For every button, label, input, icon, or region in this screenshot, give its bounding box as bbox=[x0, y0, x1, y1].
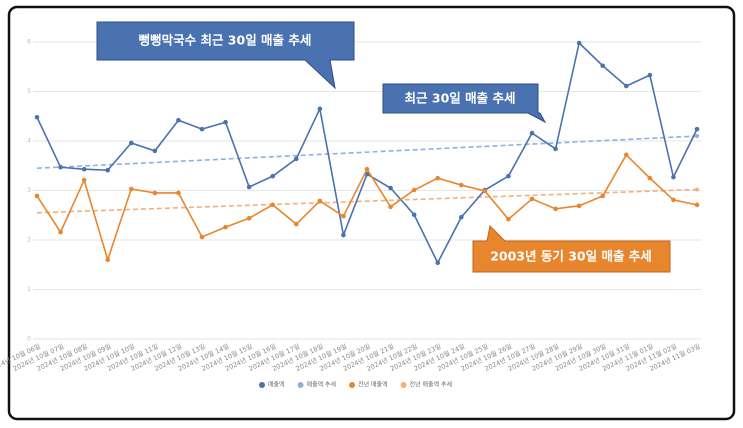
point bbox=[105, 257, 111, 263]
point bbox=[223, 224, 228, 230]
y-tick-label: 6 bbox=[27, 39, 31, 46]
point bbox=[176, 190, 181, 196]
y-tick-label: 4 bbox=[27, 138, 31, 145]
point bbox=[58, 229, 63, 235]
point bbox=[694, 202, 700, 208]
point bbox=[600, 193, 606, 199]
legend-label: 매출액 추세 bbox=[307, 381, 337, 389]
point bbox=[81, 177, 87, 183]
point bbox=[105, 167, 111, 173]
trend-line bbox=[36, 135, 698, 170]
point bbox=[223, 119, 228, 125]
point bbox=[199, 126, 205, 132]
point bbox=[152, 190, 158, 196]
point bbox=[58, 164, 63, 170]
point bbox=[647, 72, 653, 78]
point bbox=[576, 203, 582, 209]
y-tick-label: 5 bbox=[27, 88, 31, 95]
point bbox=[671, 197, 676, 203]
legend-label: 전년 매출액 bbox=[358, 381, 388, 389]
trend-line bbox=[36, 188, 698, 214]
callout-shape bbox=[472, 224, 671, 273]
y-tick-label: 0 bbox=[27, 336, 31, 343]
legend-marker bbox=[349, 382, 356, 388]
trend-end bbox=[695, 134, 699, 139]
point bbox=[411, 187, 417, 193]
point bbox=[388, 185, 393, 191]
point bbox=[270, 202, 276, 208]
point bbox=[246, 215, 252, 221]
point bbox=[317, 198, 323, 204]
point bbox=[553, 146, 558, 152]
point bbox=[623, 83, 629, 89]
point bbox=[482, 188, 488, 194]
point bbox=[435, 260, 441, 266]
point bbox=[576, 40, 582, 46]
frame bbox=[7, 5, 736, 421]
y-tick-label: 2 bbox=[27, 237, 31, 244]
point bbox=[270, 173, 276, 179]
legend-marker bbox=[297, 382, 304, 388]
point bbox=[34, 193, 40, 199]
callout-text: 2003년 동기 30일 매출 추세 bbox=[490, 249, 652, 264]
legend-marker bbox=[400, 382, 407, 388]
callout: 2003년 동기 30일 매출 추세 bbox=[472, 224, 671, 273]
point bbox=[176, 117, 181, 123]
point bbox=[623, 152, 629, 158]
y-tick-label: 1 bbox=[27, 286, 31, 293]
legend-label: 매출액 bbox=[268, 381, 285, 389]
point bbox=[246, 184, 252, 190]
point bbox=[506, 216, 511, 222]
point bbox=[458, 182, 464, 188]
point bbox=[529, 196, 535, 202]
point bbox=[411, 212, 417, 218]
trend-end bbox=[695, 187, 699, 192]
callout-shape bbox=[382, 83, 547, 124]
point bbox=[341, 213, 346, 219]
point bbox=[81, 166, 87, 172]
y-tick-label: 3 bbox=[27, 187, 31, 194]
point bbox=[128, 186, 134, 192]
point bbox=[128, 140, 134, 146]
callout-text: 최근 30일 매출 추세 bbox=[405, 91, 516, 106]
callout: 뻥뻥막국수 최근 30일 매출 추세 bbox=[96, 21, 355, 90]
point bbox=[341, 232, 346, 238]
point bbox=[199, 234, 205, 240]
point bbox=[529, 130, 535, 136]
point bbox=[152, 148, 158, 154]
point bbox=[671, 174, 676, 180]
point bbox=[388, 204, 393, 210]
point bbox=[317, 106, 323, 112]
point bbox=[553, 206, 558, 212]
point bbox=[293, 156, 299, 162]
callout-shape bbox=[96, 21, 355, 90]
point bbox=[34, 114, 40, 120]
legend-label: 전년 매출액 추세 bbox=[410, 381, 452, 389]
point bbox=[647, 175, 653, 181]
point bbox=[458, 214, 464, 220]
legend-marker bbox=[259, 382, 265, 388]
callout-text: 뻥뻥막국수 최근 30일 매출 추세 bbox=[139, 33, 312, 48]
callout: 최근 30일 매출 추세 bbox=[382, 83, 547, 124]
point bbox=[364, 166, 370, 172]
point bbox=[293, 221, 299, 227]
point bbox=[600, 63, 606, 69]
point bbox=[506, 173, 511, 179]
point bbox=[435, 175, 441, 181]
point bbox=[694, 126, 700, 132]
